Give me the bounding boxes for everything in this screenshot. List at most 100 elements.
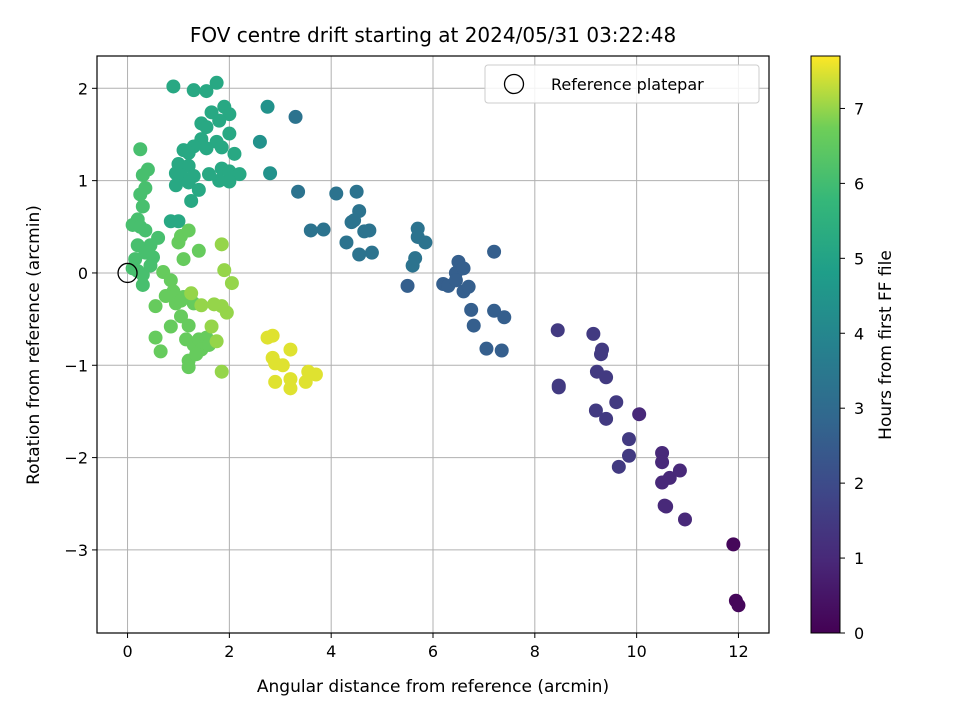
data-point [222, 126, 237, 141]
data-point [181, 223, 196, 238]
colorbar-tick-label: 2 [854, 474, 864, 493]
x-tick-label: 2 [224, 642, 234, 661]
y-axis-label: Rotation from reference (arcmin) [24, 205, 44, 485]
data-point [408, 251, 423, 266]
data-point [349, 184, 364, 199]
data-point [232, 167, 247, 182]
x-axis-label: Angular distance from reference (arcmin) [257, 677, 609, 697]
data-point [168, 178, 183, 193]
data-point [133, 142, 148, 157]
data-point [352, 247, 367, 262]
data-point [174, 309, 188, 324]
data-point [189, 347, 204, 362]
y-tick-label: −1 [64, 356, 88, 375]
data-point [166, 79, 181, 94]
legend-marker [503, 73, 525, 95]
data-point [731, 598, 746, 613]
colorbar-tick-label: 6 [854, 174, 864, 193]
data-point [153, 344, 168, 359]
data-point [209, 75, 224, 90]
data-point [497, 310, 512, 325]
y-tick-label: 1 [78, 172, 88, 191]
data-point [678, 512, 692, 527]
x-axis: 0 2 4 6 8 10 12 [122, 633, 749, 661]
data-point [622, 448, 636, 463]
data-point [133, 187, 148, 202]
data-point [551, 380, 566, 395]
colorbar-gradient [810, 55, 841, 634]
data-point [487, 303, 502, 318]
data-point [622, 432, 636, 447]
data-point [194, 298, 209, 313]
data-point [479, 341, 494, 356]
colorbar-tick-label: 4 [854, 324, 864, 343]
data-point [176, 143, 191, 158]
y-tick-label: 0 [78, 264, 88, 283]
data-point [494, 343, 509, 358]
data-point [599, 411, 614, 426]
data-point [135, 277, 150, 292]
data-point [448, 273, 463, 288]
data-point [227, 146, 242, 161]
data-point [288, 109, 303, 124]
data-points [125, 75, 746, 613]
data-point [364, 245, 379, 260]
data-point [672, 463, 687, 478]
data-point [268, 374, 283, 389]
data-point [191, 182, 206, 197]
data-point [174, 293, 188, 308]
data-point [143, 258, 158, 273]
data-point [588, 403, 603, 418]
data-point [662, 470, 677, 485]
data-point [655, 455, 670, 470]
data-point [212, 173, 227, 188]
data-point [184, 193, 199, 208]
data-point [263, 166, 278, 181]
data-point [339, 235, 354, 250]
data-point [199, 120, 214, 135]
data-point [212, 113, 227, 128]
data-point [209, 334, 224, 349]
data-point [186, 83, 201, 98]
data-point [148, 330, 163, 345]
x-tick-label: 10 [626, 642, 646, 661]
data-point [586, 326, 601, 341]
data-point [550, 323, 565, 338]
colorbar: 0 1 2 3 4 5 6 7 Hours from first FF file [810, 55, 896, 643]
data-point [163, 319, 178, 334]
data-point [222, 174, 237, 189]
data-point [214, 237, 229, 252]
data-point [303, 223, 318, 238]
data-point [418, 235, 433, 250]
colorbar-label: Hours from first FF file [876, 250, 896, 440]
data-point [158, 289, 173, 304]
data-point [316, 222, 331, 237]
data-point [599, 370, 614, 385]
data-point [283, 342, 298, 357]
data-point [726, 537, 741, 552]
y-tick-label: −3 [64, 541, 88, 560]
chart-title: FOV centre drift starting at 2024/05/31 … [190, 23, 676, 47]
data-point [214, 140, 229, 155]
data-point [135, 199, 150, 214]
data-point [347, 213, 362, 228]
colorbar-ticks: 0 1 2 3 4 5 6 7 [840, 99, 864, 643]
data-point [461, 279, 476, 294]
legend-box [484, 64, 760, 104]
data-point [329, 186, 344, 201]
data-point [217, 263, 232, 278]
x-tick-label: 0 [122, 642, 132, 661]
data-point [199, 141, 214, 156]
data-point [594, 347, 608, 362]
data-point [659, 499, 674, 514]
data-point [466, 318, 481, 333]
data-point [308, 367, 323, 382]
data-point [207, 297, 222, 312]
data-point [224, 276, 239, 291]
data-point [176, 252, 191, 267]
data-point [163, 273, 178, 288]
data-point [252, 134, 267, 149]
data-point [148, 299, 163, 314]
x-tick-label: 8 [530, 642, 540, 661]
